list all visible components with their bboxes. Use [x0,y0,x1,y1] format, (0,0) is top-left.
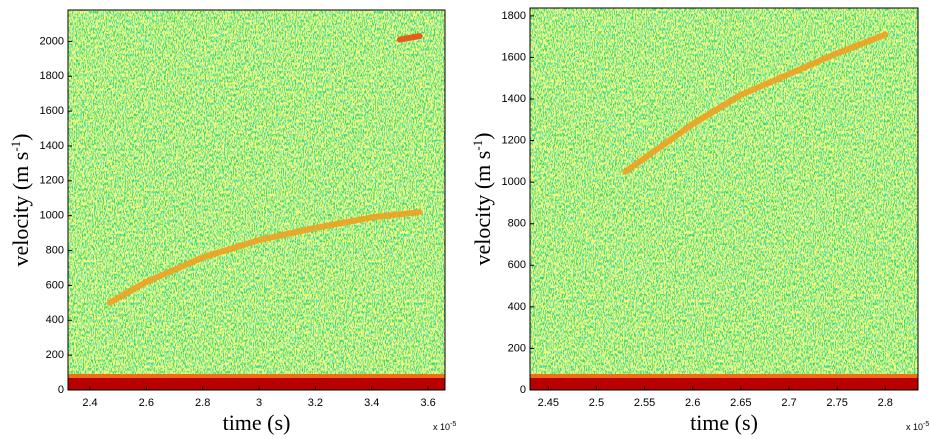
x-tick-label: 2.6 [685,397,700,409]
x-tick-label: 3.4 [364,397,379,409]
y-axis-label: velocity (m s-1) [470,132,495,265]
baseline-band [68,374,445,378]
y-tick-label: 400 [46,314,64,326]
x-tick-label: 2.4 [82,397,97,409]
y-tick-label: 1400 [40,140,64,152]
x-tick-label: 2.6 [139,397,154,409]
y-tick-label: 600 [508,259,526,271]
x-tick-label: 2.45 [538,397,559,409]
y-tick-label: 0 [58,384,64,396]
y-tick-label: 1600 [502,51,526,63]
plot-frame [67,9,446,391]
x-tick-label: 2.75 [826,397,847,409]
y-axis-label-main: velocity (m s [8,152,33,267]
x-tick-label: 3 [256,397,262,409]
y-axis-label-end: ) [470,132,495,139]
velocity-trace [106,209,423,306]
velocity-trace [396,33,423,43]
y-tick-label: 800 [46,244,64,256]
x-tick-label: 2.7 [781,397,796,409]
x-tick-label: 2.8 [878,397,893,409]
x-exponent-power: -5 [923,421,929,428]
baseline-band [530,374,918,378]
x-axis-label: time (s) [690,410,758,435]
x-exponent: x 10-5 [433,421,456,432]
y-axis-label-main: velocity (m s [470,151,495,266]
x-exponent-base: x 10 [433,422,450,432]
x-exponent-base: x 10 [906,422,923,432]
y-tick-label: 600 [46,279,64,291]
x-tick-label: 2.8 [195,397,210,409]
y-tick-label: 1200 [502,135,526,147]
x-exponent-power: -5 [450,421,456,428]
spectrogram-noise [68,10,445,390]
y-axis-label-end: ) [8,133,33,140]
velocity-trace [622,31,889,175]
x-exponent: x 10-5 [906,421,929,432]
y-tick-label: 1400 [502,93,526,105]
y-tick-label: 1000 [502,176,526,188]
y-axis-label-sup: -1 [8,141,23,152]
y-tick-label: 2000 [40,35,64,47]
y-axis-label-sup: -1 [470,140,485,151]
y-tick-label: 800 [508,218,526,230]
y-tick-label: 0 [520,384,526,396]
y-tick-label: 1600 [40,105,64,117]
baseline-band [68,378,445,390]
x-tick-label: 3.6 [420,397,435,409]
baseline-band [530,378,918,390]
y-tick-label: 400 [508,301,526,313]
y-tick-label: 1200 [40,175,64,187]
plot-frame [529,7,919,391]
y-tick-label: 1000 [40,210,64,222]
x-axis-label: time (s) [223,410,291,435]
y-axis-label: velocity (m s-1) [8,133,33,266]
spectrogram-noise [530,8,918,390]
y-tick-label: 200 [46,349,64,361]
x-tick-label: 2.65 [730,397,751,409]
y-tick-label: 200 [508,342,526,354]
y-tick-label: 1800 [502,10,526,22]
x-tick-label: 2.5 [589,397,604,409]
x-tick-label: 2.55 [634,397,655,409]
x-tick-label: 3.2 [308,397,323,409]
y-tick-label: 1800 [40,70,64,82]
